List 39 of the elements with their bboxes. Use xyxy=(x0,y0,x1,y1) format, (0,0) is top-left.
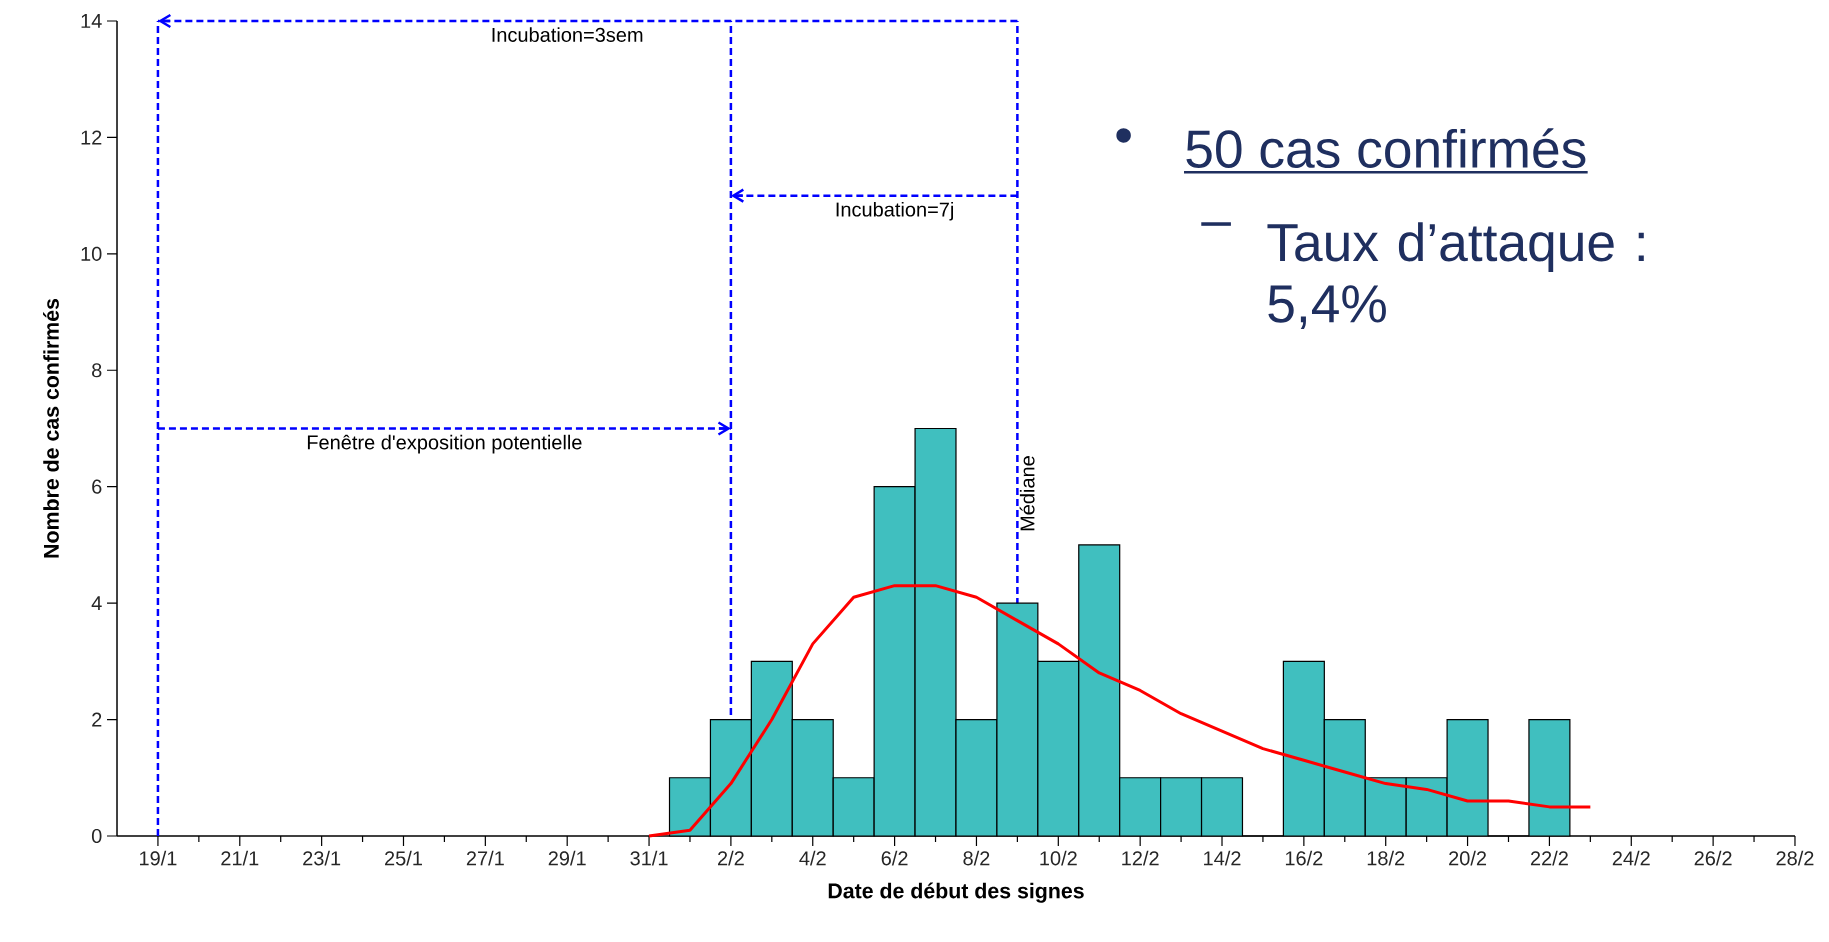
x-tick-label: 22/2 xyxy=(1530,850,1568,866)
x-tick-label: 14/2 xyxy=(1204,850,1241,866)
x-tick-label: 29/1 xyxy=(548,850,586,866)
x-axis-title: Date de début des signes xyxy=(828,882,1084,903)
y-tick-label: 2 xyxy=(92,712,102,727)
y-axis-title: Nombre de cas confirmés xyxy=(43,298,59,558)
annotation: 50 cas confirmés xyxy=(1186,128,1586,169)
y-tick-label: 10 xyxy=(81,246,102,261)
x-tick-label: 2/2 xyxy=(718,850,744,866)
x-tick-label: 19/1 xyxy=(140,850,177,866)
y-tick-label: 8 xyxy=(92,363,102,378)
x-tick-label: 8/2 xyxy=(963,850,990,866)
y-tick-label: 14 xyxy=(81,14,102,28)
x-tick-label: 25/1 xyxy=(385,850,422,866)
annotation: Fenêtre d'exposition potentielle xyxy=(307,434,582,454)
x-tick-label: 21/1 xyxy=(221,850,259,866)
annotation: Taux d’attaque : 5,4% xyxy=(1267,222,1644,330)
y-tick-label: 12 xyxy=(81,130,102,145)
annotation: – xyxy=(1201,222,1231,226)
annotation: Incubation=3sem xyxy=(492,27,643,42)
x-tick-label: 16/2 xyxy=(1285,850,1323,866)
ref-line-label: Médiane xyxy=(1019,456,1035,531)
x-tick-label: 31/1 xyxy=(630,850,668,866)
annotation: • xyxy=(1116,128,1131,143)
x-tick-label: 10/2 xyxy=(1040,850,1077,866)
x-tick-label: 26/2 xyxy=(1694,850,1732,866)
x-tick-label: 28/2 xyxy=(1776,850,1814,866)
x-tick-label: 12/2 xyxy=(1122,850,1159,866)
y-tick-label: 4 xyxy=(91,596,102,611)
x-tick-label: 4/2 xyxy=(799,850,826,866)
x-tick-label: 24/2 xyxy=(1612,850,1650,866)
x-tick-label: 20/2 xyxy=(1449,850,1487,866)
x-tick-label: 23/1 xyxy=(303,850,341,866)
y-tick-label: 0 xyxy=(91,828,102,844)
x-tick-label: 18/2 xyxy=(1367,850,1405,866)
annotation: Incubation=7j xyxy=(836,201,954,221)
y-tick-label: 6 xyxy=(92,479,102,494)
x-tick-label: 6/2 xyxy=(881,850,908,866)
x-tick-label: 27/1 xyxy=(466,850,504,866)
